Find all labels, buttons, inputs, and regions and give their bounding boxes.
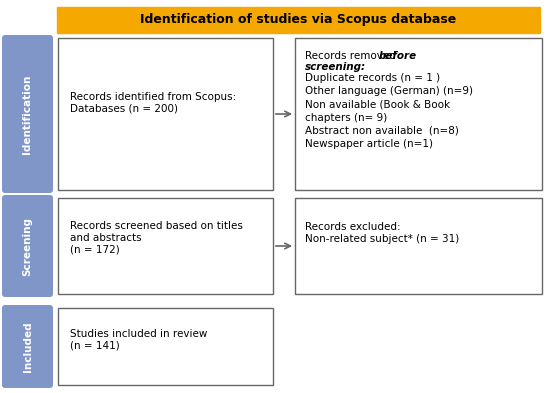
FancyBboxPatch shape	[2, 195, 53, 297]
Text: Identification: Identification	[23, 74, 32, 154]
Bar	[58, 38, 273, 190]
Bar	[295, 198, 542, 294]
Text: Records excluded:
Non-related subject* (n = 31): Records excluded: Non-related subject* (…	[305, 222, 459, 244]
Text: Records removed: Records removed	[305, 51, 399, 61]
FancyBboxPatch shape	[2, 35, 53, 193]
FancyBboxPatch shape	[2, 305, 53, 388]
Bar	[58, 198, 273, 294]
Bar	[58, 308, 273, 385]
Text: screening:: screening:	[305, 62, 366, 72]
Text: Records screened based on titles
and abstracts
(n = 172): Records screened based on titles and abs…	[70, 221, 243, 255]
Bar	[295, 38, 542, 190]
Text: Identification of studies via Scopus database: Identification of studies via Scopus dat…	[140, 13, 456, 26]
Text: Included: Included	[23, 321, 32, 372]
Text: Screening: Screening	[23, 217, 32, 275]
Text: Duplicate records (n = 1 )
Other language (German) (n=9)
Non available (Book & B: Duplicate records (n = 1 ) Other languag…	[305, 73, 473, 149]
Text: before: before	[379, 51, 417, 61]
Text: Studies included in review
(n = 141): Studies included in review (n = 141)	[70, 329, 207, 351]
Text: Records identified from Scopus:
Databases (n = 200): Records identified from Scopus: Database…	[70, 92, 236, 114]
Bar	[57, 7, 540, 33]
